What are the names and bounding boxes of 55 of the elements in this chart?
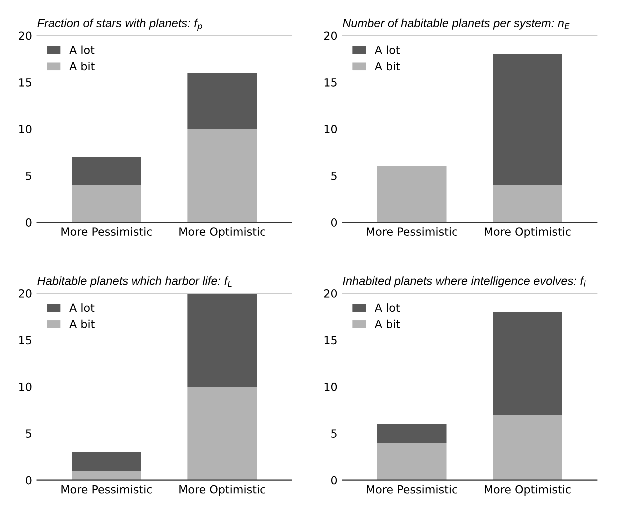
- bar: [377, 166, 447, 223]
- bar: [188, 129, 258, 223]
- x-tick-label: More Pessimistic: [367, 227, 458, 236]
- bar: [188, 73, 258, 130]
- y-tick-label: 20: [324, 32, 338, 40]
- bar: [188, 386, 258, 480]
- y-tick-label: 0: [26, 218, 32, 227]
- legend-label: A lot: [70, 304, 95, 312]
- y-tick-label: 5: [26, 172, 32, 180]
- y-tick-label: 20: [19, 290, 32, 298]
- y-tick-label: 5: [332, 172, 337, 180]
- y-tick-label: 5: [332, 430, 337, 438]
- y-tick-label: 15: [324, 78, 337, 87]
- y-tick-label: 15: [324, 336, 337, 345]
- bar: [72, 185, 142, 223]
- y-tick-label: 10: [324, 382, 338, 392]
- chart-title: Habitable planets which harbor life: f$_{L}$: [38, 276, 232, 288]
- legend-label: A bit: [374, 320, 400, 328]
- bar: [493, 414, 562, 480]
- bar: [493, 312, 562, 415]
- y-tick-label: 10: [20, 382, 32, 392]
- x-tick-label: More Optimistic: [180, 485, 266, 496]
- bar: [493, 54, 562, 186]
- bar: [377, 442, 447, 480]
- x-tick-label: More Optimistic: [485, 485, 571, 496]
- chart-title: Fraction of stars with planets: f$_{p}$: [38, 18, 202, 32]
- legend-label: A bit: [70, 320, 95, 328]
- bar: [377, 424, 447, 443]
- y-tick-label: 15: [20, 78, 32, 87]
- y-tick-label: 15: [20, 336, 32, 345]
- x-tick-label: More Pessimistic: [367, 485, 458, 494]
- chart-title: Inhabited planets where intelligence evolves: f$_{i}$: [343, 276, 586, 288]
- y-tick-label: 0: [26, 476, 32, 485]
- y-tick-label: 10: [324, 125, 338, 134]
- bar: [72, 452, 142, 471]
- bar: [493, 185, 562, 223]
- chart-title: Number of habitable planets per system: n$_{E}$: [343, 18, 570, 30]
- y-tick-label: 0: [331, 218, 338, 227]
- bar: [72, 157, 142, 186]
- bar: [72, 471, 142, 480]
- x-tick-label: More Optimistic: [485, 227, 571, 238]
- x-tick-label: More Pessimistic: [62, 485, 152, 494]
- y-tick-label: 10: [20, 125, 32, 134]
- y-tick-label: 20: [19, 32, 32, 40]
- bar: [188, 294, 258, 387]
- legend-label: A lot: [374, 304, 400, 312]
- x-tick-label: More Pessimistic: [62, 227, 152, 236]
- y-tick-label: 20: [324, 290, 338, 298]
- legend-label: A bit: [374, 62, 400, 71]
- legend-label: A lot: [70, 46, 95, 54]
- y-tick-label: 0: [331, 476, 338, 485]
- x-tick-label: More Optimistic: [180, 227, 266, 238]
- y-tick-label: 5: [26, 430, 32, 438]
- legend-label: A bit: [70, 62, 95, 71]
- legend-label: A lot: [374, 46, 400, 54]
